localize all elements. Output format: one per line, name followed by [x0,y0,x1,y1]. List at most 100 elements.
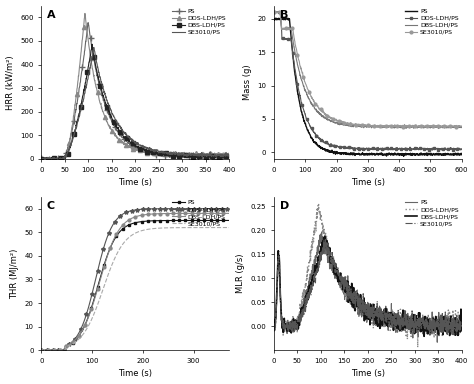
DBS-LDH/PS [459,319,465,323]
Y-axis label: Mass (g): Mass (g) [243,65,252,100]
DDS-LDH/PS [273,9,279,14]
DBS-LDH/PS [421,324,427,329]
DDS-LDH/PS [290,330,296,334]
PS [385,152,391,157]
Line: SE3010/PS: SE3010/PS [273,10,463,130]
Line: SE3010/PS: SE3010/PS [41,48,229,161]
Line: PS: PS [40,219,230,352]
SE3010/PS [391,124,397,128]
DDS-LDH/PS [316,202,321,207]
DDS-LDH/PS [459,314,465,319]
PS [226,155,232,160]
SE3010/PS [226,225,232,230]
DDS-LDH/PS [385,148,391,152]
DBS-LDH/PS [201,154,206,159]
Legend: PS, DDS-LDH/PS, DBS-LDH/PS, SE3010/PS: PS, DDS-LDH/PS, DBS-LDH/PS, SE3010/PS [404,7,460,36]
DDS-LDH/PS [50,157,55,161]
Legend: PS, DDS-LDH/PS, DBS-LDH/PS, SE3010/PS: PS, DDS-LDH/PS, DBS-LDH/PS, SE3010/PS [171,7,227,36]
DDS-LDH/PS [391,147,397,152]
X-axis label: Time (s): Time (s) [351,178,385,187]
SE3010/PS [55,158,61,163]
SE3010/PS [459,323,465,328]
DDS-LDH/PS [149,207,155,211]
Line: DDS-LDH/PS: DDS-LDH/PS [273,10,463,152]
DDS-LDH/PS [226,206,232,211]
SE3010/PS [158,150,164,154]
SE3010/PS [290,324,296,328]
Line: SE3010/PS: SE3010/PS [274,240,462,335]
PS [283,16,289,20]
DBS-LDH/PS [164,211,170,216]
SE3010/PS [400,321,406,326]
Legend: PS, DDS-LDH/PS, DBS-LDH/PS, SE3010/PS: PS, DDS-LDH/PS, DBS-LDH/PS, SE3010/PS [404,199,460,227]
PS [421,321,427,325]
PS [418,324,423,329]
DBS-LDH/PS [322,234,328,239]
SE3010/PS [72,340,77,345]
PS [85,20,91,25]
PS [123,224,129,228]
DDS-LDH/PS [123,210,129,215]
X-axis label: Time (s): Time (s) [118,369,152,379]
SE3010/PS [148,148,154,153]
DDS-LDH/PS [72,337,77,342]
Line: DDS-LDH/PS: DDS-LDH/PS [39,12,231,163]
DDS-LDH/PS [38,156,44,160]
DBS-LDH/PS [459,125,465,130]
DDS-LDH/PS [82,11,88,16]
PS [278,15,284,20]
SE3010/PS [347,296,353,301]
PS [433,152,439,156]
SE3010/PS [380,124,386,128]
SE3010/PS [181,153,187,158]
DBS-LDH/PS [354,301,360,305]
DDS-LDH/PS [354,287,360,292]
DDS-LDH/PS [271,10,277,14]
DBS-LDH/PS [89,42,95,46]
DDS-LDH/PS [180,206,185,211]
DDS-LDH/PS [158,151,164,156]
SE3010/PS [50,156,55,161]
Y-axis label: MLR (g/s): MLR (g/s) [236,254,245,293]
X-axis label: Time (s): Time (s) [351,369,385,379]
Line: PS: PS [38,20,232,164]
PS [380,152,386,157]
PS [414,151,419,156]
SE3010/PS [271,10,277,14]
SE3010/PS [153,148,158,153]
PS [148,151,154,156]
PS [180,218,185,223]
SE3010/PS [164,225,170,230]
DBS-LDH/PS [290,324,296,328]
SE3010/PS [354,292,360,296]
SE3010/PS [414,124,419,129]
SE3010/PS [272,10,277,14]
PS [271,17,277,22]
DBS-LDH/PS [41,158,47,162]
Text: C: C [47,202,55,212]
SE3010/PS [201,153,206,157]
PS [87,311,92,316]
Line: DBS-LDH/PS: DBS-LDH/PS [39,42,231,162]
Line: DBS-LDH/PS: DBS-LDH/PS [274,12,462,129]
SE3010/PS [455,126,460,131]
DBS-LDH/PS [272,9,278,14]
Line: SE3010/PS: SE3010/PS [41,228,229,350]
Line: PS: PS [274,232,462,342]
DDS-LDH/PS [415,345,420,349]
PS [434,340,440,344]
DBS-LDH/PS [347,291,353,295]
SE3010/PS [421,323,427,328]
DBS-LDH/PS [271,328,277,333]
SE3010/PS [385,123,391,128]
DDS-LDH/PS [433,146,439,151]
Y-axis label: HRR (kW/m²): HRR (kW/m²) [6,55,15,109]
Line: DBS-LDH/PS: DBS-LDH/PS [274,237,462,336]
DBS-LDH/PS [421,334,427,339]
DDS-LDH/PS [271,324,277,329]
PS [38,348,44,353]
SE3010/PS [123,238,129,242]
SE3010/PS [271,323,277,328]
DBS-LDH/PS [414,124,419,129]
DDS-LDH/PS [421,323,427,327]
